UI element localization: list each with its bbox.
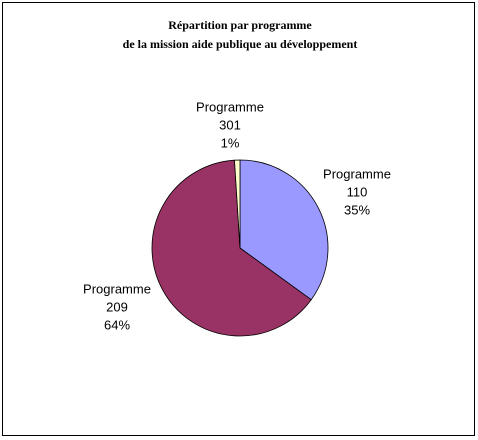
slice-label: 209: [106, 299, 128, 314]
value-label: 35%: [344, 202, 370, 217]
pie-slice: [234, 159, 241, 249]
slice-label: Programme: [83, 281, 151, 296]
slice-label: 110: [347, 184, 368, 199]
value-label: 64%: [104, 317, 130, 332]
chart-title: de la mission aide publique au développe…: [123, 37, 358, 51]
pie-slice: [239, 159, 329, 301]
slice-label: Programme: [196, 99, 264, 114]
slice-label: 301: [219, 117, 241, 132]
chart-title: Répartition par programme: [168, 18, 312, 32]
slice-label: Programme: [323, 166, 391, 181]
pie-slice: [151, 159, 312, 337]
value-label: 1%: [221, 135, 240, 150]
